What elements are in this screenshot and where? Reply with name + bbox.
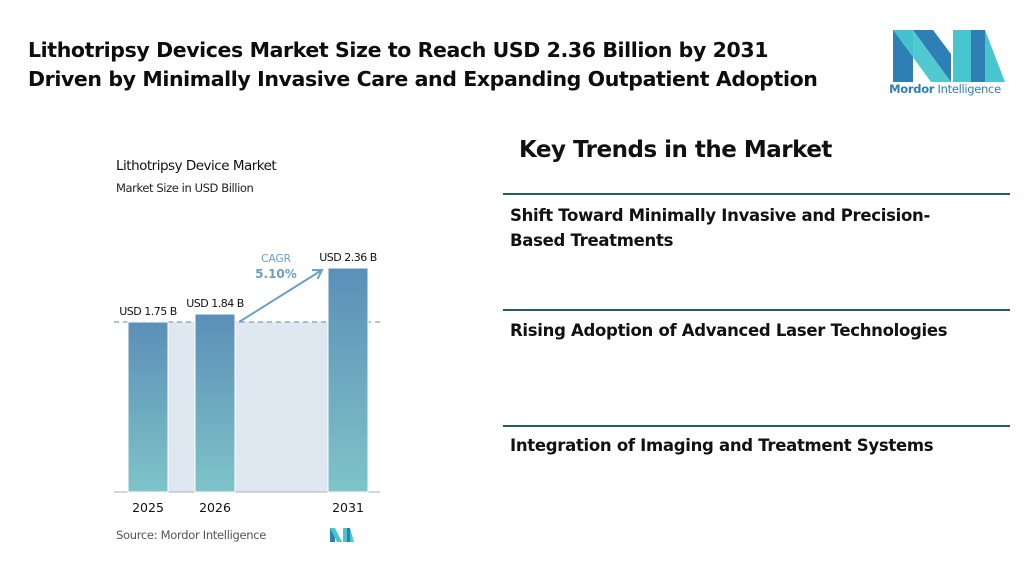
trend-item: Shift Toward Minimally Invasive and Prec… bbox=[510, 203, 980, 253]
chart-source: Source: Mordor Intelligence bbox=[116, 528, 267, 542]
data-label-2031: USD 2.36 B bbox=[319, 251, 377, 264]
cagr-arrow-head-icon bbox=[311, 268, 324, 280]
bar-2025 bbox=[127, 321, 169, 493]
trend-divider bbox=[503, 425, 1010, 427]
headline-line-1: Lithotripsy Devices Market Size to Reach… bbox=[28, 38, 769, 62]
trend-item: Integration of Imaging and Treatment Sys… bbox=[510, 433, 980, 458]
key-trends-title: Key Trends in the Market bbox=[519, 137, 832, 163]
trend-item-line: Rising Adoption of Advanced Laser Techno… bbox=[510, 321, 948, 340]
market-size-bar-chart: USD 1.75 B 2025 USD 1.84 B 2026 USD 2.36 B 20… bbox=[114, 251, 380, 515]
trend-divider bbox=[503, 309, 1010, 311]
trend-divider bbox=[503, 193, 1010, 195]
mini-logo-icon bbox=[330, 528, 354, 542]
x-tick-2031: 2031 bbox=[332, 500, 364, 515]
chart-title: Lithotripsy Device Market bbox=[116, 158, 277, 174]
cagr-value: 5.10% bbox=[255, 267, 297, 281]
chart-subtitle: Market Size in USD Billion bbox=[116, 181, 254, 195]
data-label-2026: USD 1.84 B bbox=[186, 297, 244, 310]
cagr-label: CAGR bbox=[261, 253, 291, 265]
data-label-2025: USD 1.75 B bbox=[119, 305, 177, 318]
trend-item-line: Based Treatments bbox=[510, 231, 674, 250]
bar-2031 bbox=[327, 267, 369, 493]
brand-name-bold: Mordor bbox=[889, 82, 935, 96]
trend-item-line: Integration of Imaging and Treatment Sys… bbox=[510, 436, 934, 455]
bar-2026 bbox=[194, 313, 236, 493]
mordor-intelligence-logo-icon bbox=[893, 30, 1005, 82]
trend-item: Rising Adoption of Advanced Laser Techno… bbox=[510, 318, 980, 343]
trend-item-line: Shift Toward Minimally Invasive and Prec… bbox=[510, 206, 931, 225]
page-headline: Lithotripsy Devices Market Size to Reach… bbox=[28, 36, 868, 94]
cagr-arrow-shaft bbox=[238, 269, 323, 323]
brand-name-regular: Intelligence bbox=[937, 82, 1002, 96]
x-tick-2026: 2026 bbox=[199, 500, 231, 515]
headline-line-2: Driven by Minimally Invasive Care and Ex… bbox=[28, 67, 818, 91]
brand-wordmark: Mordor Intelligence bbox=[885, 82, 1005, 96]
x-tick-2025: 2025 bbox=[132, 500, 164, 515]
